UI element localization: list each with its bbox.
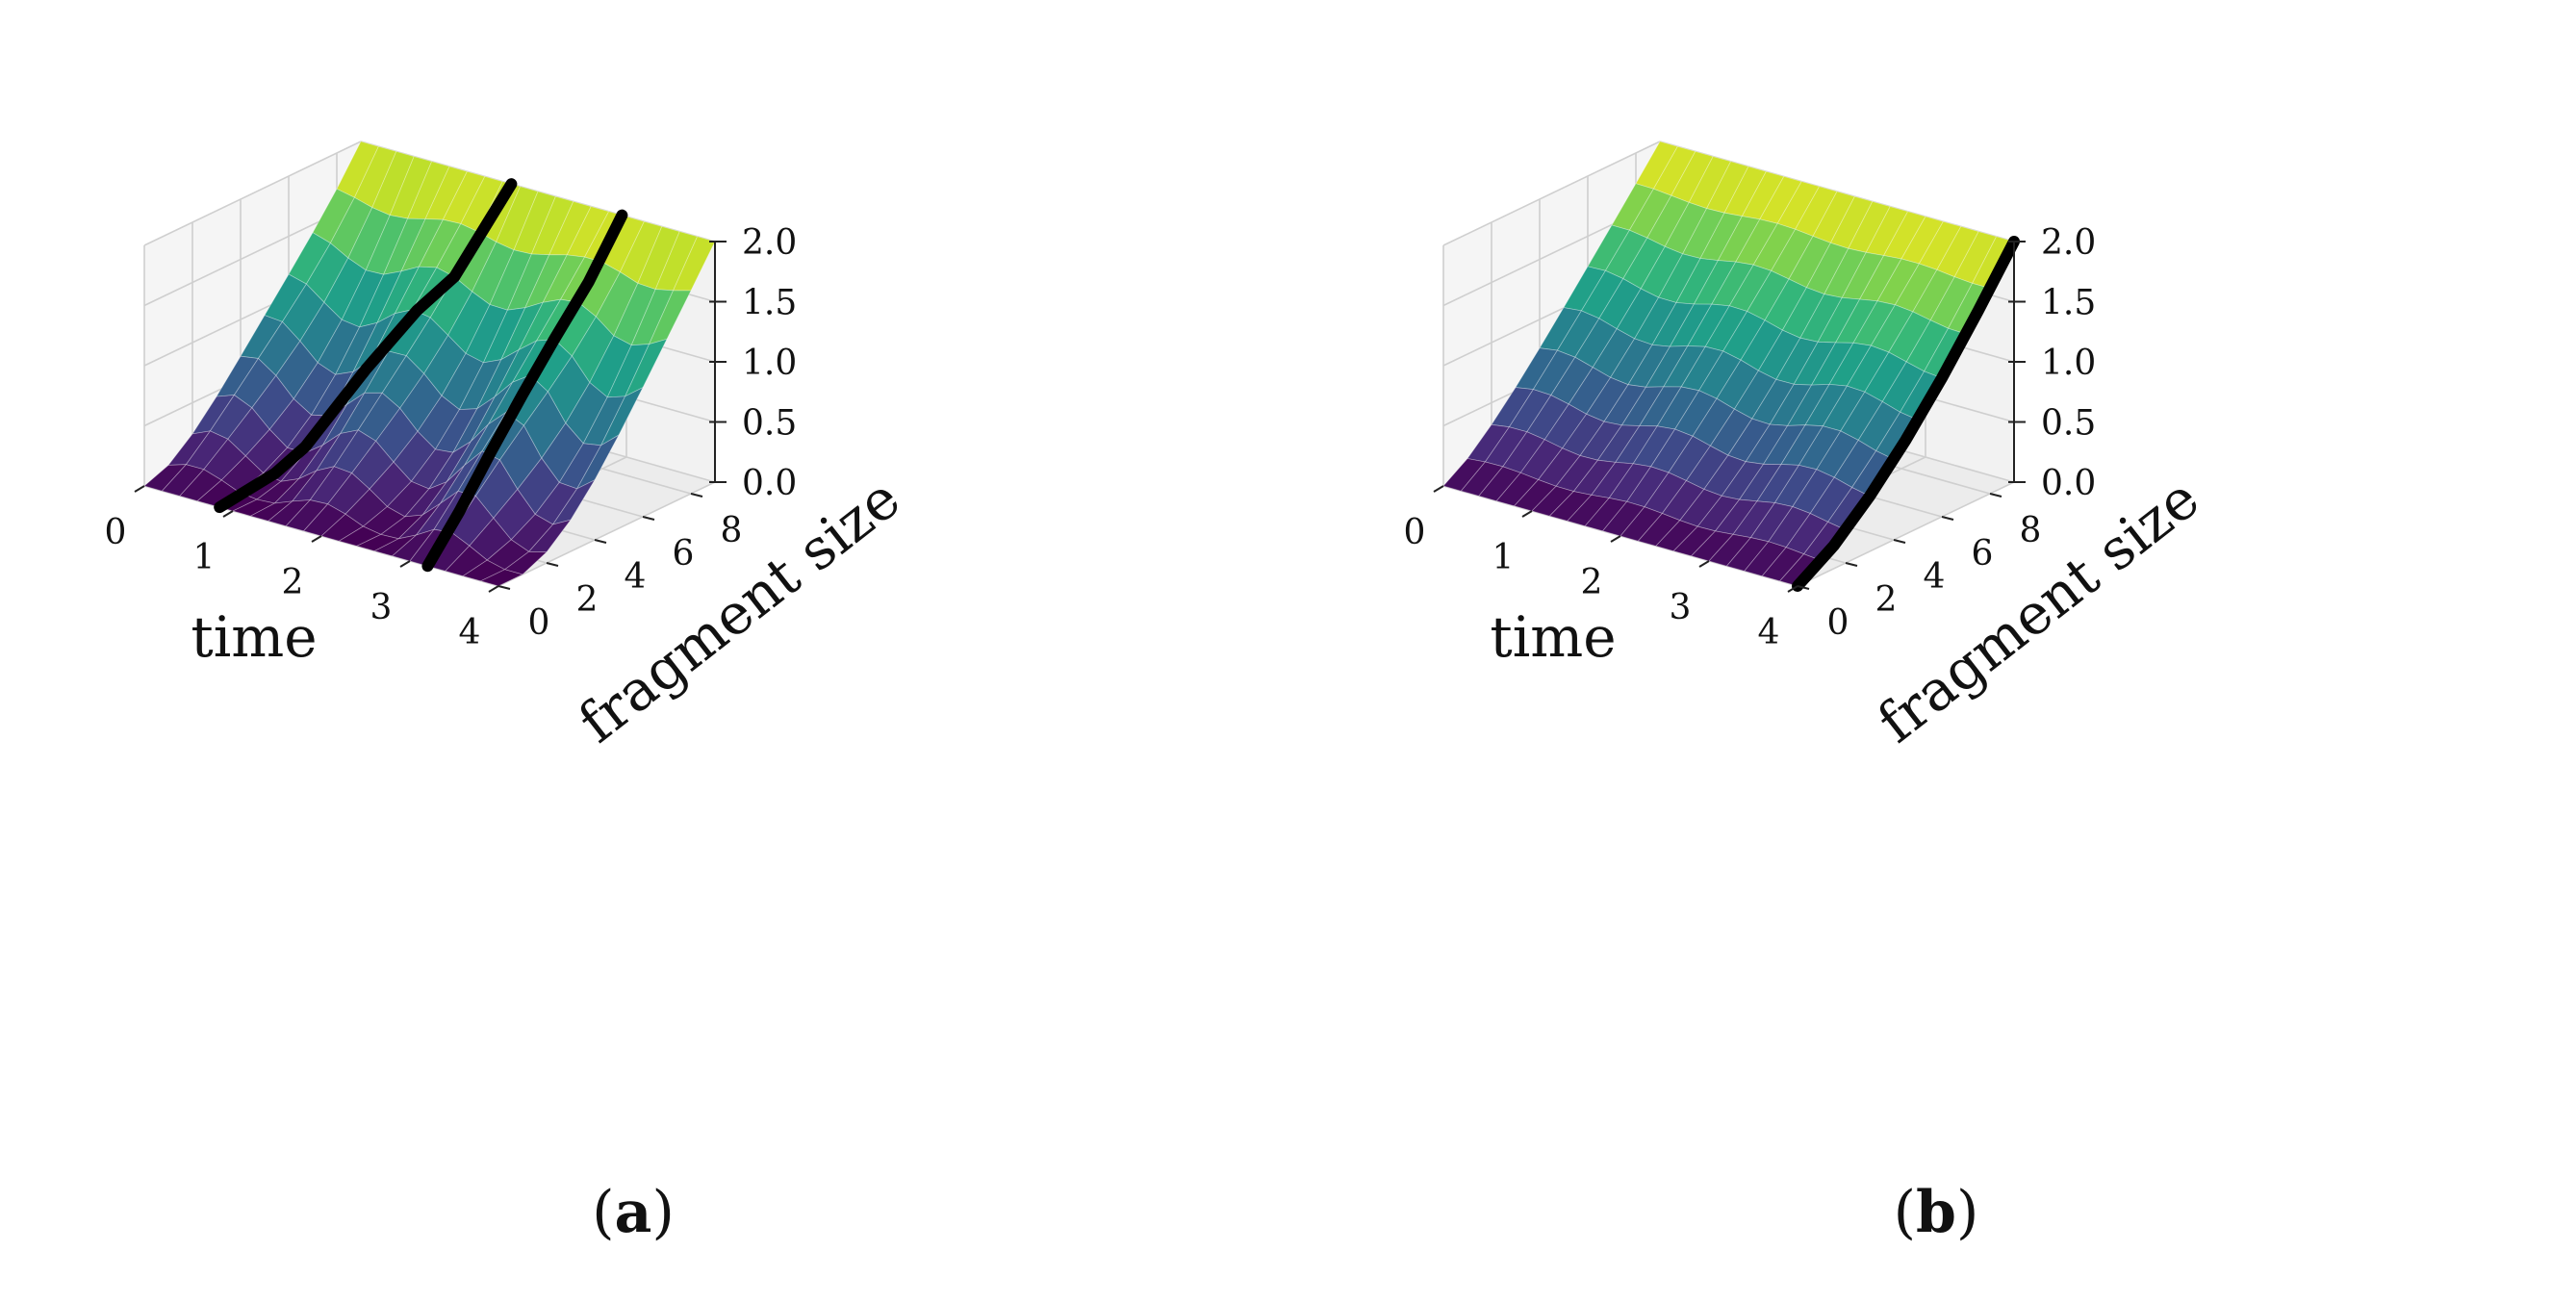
grid-line: [143, 140, 362, 246]
y-tick-label: 8: [721, 511, 743, 550]
y-tick-label: 0: [1827, 603, 1849, 643]
y-tick: [594, 539, 607, 544]
y-tick: [1797, 585, 1810, 590]
y-tick-label: 4: [625, 557, 647, 597]
x-tick-label: 4: [459, 613, 481, 652]
y-tick-label: 0: [528, 603, 550, 643]
x-tick: [1787, 585, 1798, 593]
x-tick-label: 0: [105, 513, 127, 552]
y-tick: [546, 562, 559, 567]
y-tick: [690, 493, 703, 498]
surface-patch: [575, 434, 621, 490]
x-tick: [134, 485, 145, 493]
caption-b: (b): [1840, 1179, 2032, 1246]
z-tick-label: 1.5: [742, 284, 797, 323]
surface-patch: [551, 478, 597, 525]
y-tick: [1941, 516, 1954, 521]
characteristic-path-2: [421, 209, 628, 573]
z-tick-label: 0.0: [742, 464, 797, 503]
z-tick-label: 0.0: [2041, 464, 2096, 503]
x-tick: [311, 535, 322, 543]
caption-a: (a): [537, 1179, 729, 1246]
z-tick-label: 2.0: [2041, 223, 2096, 263]
z-tick-label: 0.5: [742, 404, 797, 444]
z-tick-label: 1.5: [2041, 284, 2096, 323]
x-tick-label: 2: [282, 563, 304, 602]
caption-b-open: (: [1893, 1179, 1917, 1246]
x-tick: [399, 560, 411, 568]
z-tick-label: 1.0: [742, 344, 797, 383]
x-tick: [1698, 560, 1710, 568]
z-tick-label: 0.5: [2041, 404, 2096, 444]
y-tick-label: 8: [2020, 511, 2042, 550]
caption-a-close: ): [651, 1179, 675, 1246]
caption-b-letter: b: [1916, 1179, 1956, 1246]
surface-patch: [648, 290, 692, 345]
z-tick-label: 1.0: [2041, 344, 2096, 383]
y-tick: [1845, 562, 1858, 567]
x-tick-label: 1: [193, 538, 216, 577]
x-tick: [1433, 485, 1444, 493]
y-tick-label: 2: [576, 580, 599, 620]
x-tick: [1610, 535, 1621, 543]
characteristic-path-1: [214, 178, 518, 514]
x-tick-label: 4: [1758, 613, 1780, 652]
caption-b-close: ): [1955, 1179, 1979, 1246]
x-tick-label: 0: [1404, 513, 1426, 552]
y-tick: [642, 516, 655, 521]
caption-a-open: (: [592, 1179, 615, 1246]
y-tick: [1893, 539, 1906, 544]
x-tick-label: 3: [370, 588, 393, 627]
z-tick-label: 2.0: [742, 223, 797, 263]
grid-line: [1797, 481, 2015, 587]
y-tick-label: 6: [1972, 534, 1994, 574]
x-tick: [488, 585, 499, 593]
x-tick-label: 1: [1492, 538, 1515, 577]
x-axis-label: time: [1490, 604, 1616, 670]
x-tick: [1521, 510, 1533, 518]
y-tick-label: 6: [673, 534, 695, 574]
characteristic-path-1: [1792, 236, 2020, 592]
surface-patch: [479, 569, 524, 587]
x-tick-label: 2: [1581, 563, 1603, 602]
y-tick-label: 2: [1875, 580, 1898, 620]
x-tick-label: 3: [1670, 588, 1692, 627]
y-tick-label: 4: [1924, 557, 1946, 597]
surface-patch: [624, 338, 668, 397]
caption-a-letter: a: [614, 1179, 652, 1246]
surface-patch: [527, 519, 573, 553]
x-axis-label: time: [191, 604, 317, 670]
y-tick: [497, 585, 511, 590]
grid-line: [1442, 140, 1661, 246]
y-tick: [1989, 493, 2002, 498]
grid-line: [497, 481, 716, 587]
x-tick: [222, 510, 234, 518]
surface-patch: [599, 386, 644, 447]
